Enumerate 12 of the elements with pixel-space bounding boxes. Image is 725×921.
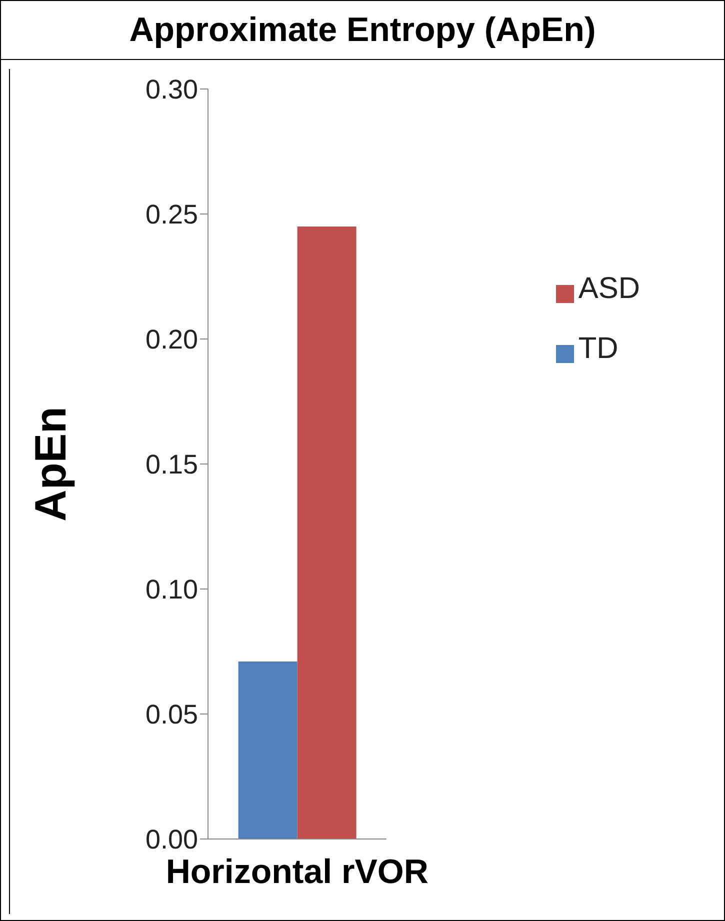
y-tick-label: 0.25 bbox=[145, 200, 198, 230]
legend-label: ASD bbox=[578, 272, 640, 305]
y-tick-label: 0.10 bbox=[145, 574, 198, 605]
legend-label: TD bbox=[578, 332, 618, 365]
y-tick-label: 0.20 bbox=[145, 324, 198, 355]
x-tick-label: Horizontal rVOR bbox=[166, 853, 428, 892]
y-tick-label: 0.05 bbox=[145, 700, 198, 730]
y-tick-label: 0.00 bbox=[145, 824, 198, 855]
y-axis-title: ApEn bbox=[26, 406, 76, 522]
chart-title: Approximate Entropy (ApEn) bbox=[1, 1, 724, 60]
y-tick-label: 0.15 bbox=[145, 450, 198, 480]
y-tick-label: 0.30 bbox=[145, 74, 198, 105]
